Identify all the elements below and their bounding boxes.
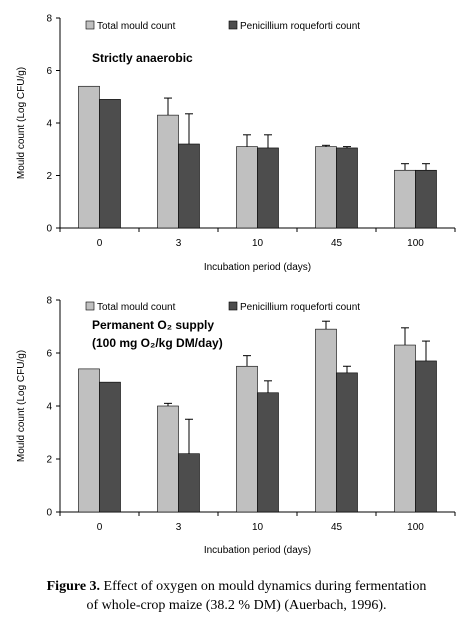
y-tick-label: 4 xyxy=(46,402,52,413)
x-tick-label: 45 xyxy=(331,238,343,249)
bar-total-mould xyxy=(157,114,179,229)
x-axis-title: Incubation period (days) xyxy=(204,545,311,556)
x-tick-label: 10 xyxy=(252,522,264,533)
y-tick-label: 2 xyxy=(46,455,52,466)
x-tick-label: 10 xyxy=(252,238,264,249)
bar-total-mould xyxy=(315,328,337,513)
chart-annotation: (100 mg O₂/kg DM/day) xyxy=(92,336,223,350)
y-tick-label: 6 xyxy=(46,349,52,360)
bar-total-mould xyxy=(78,85,100,229)
bar-penicillium xyxy=(99,99,121,229)
y-tick-label: 8 xyxy=(46,14,52,25)
x-tick-label: 3 xyxy=(176,522,182,533)
legend-label: Penicillium roqueforti count xyxy=(240,302,360,313)
caption-line-2: of whole-crop maize (38.2 % DM) (Auerbac… xyxy=(86,598,387,613)
legend-swatch xyxy=(228,301,238,311)
bar-total-mould xyxy=(157,405,179,513)
legend-label: Penicillium roqueforti count xyxy=(240,21,360,32)
bar-total-mould xyxy=(315,146,337,229)
bar-total-mould xyxy=(394,169,416,229)
legend-swatch xyxy=(85,20,95,30)
bar-penicillium xyxy=(178,143,200,229)
bar-penicillium xyxy=(178,453,200,513)
x-tick-label: 3 xyxy=(176,238,182,249)
bar-penicillium xyxy=(415,360,437,513)
caption-line-1: Figure 3. Effect of oxygen on mould dyna… xyxy=(0,577,473,596)
x-tick-label: 45 xyxy=(331,522,343,533)
bar-penicillium xyxy=(257,392,279,513)
caption-label: Figure 3. xyxy=(46,579,101,594)
x-tick-label: 100 xyxy=(407,522,424,533)
bar-penicillium xyxy=(257,147,279,229)
legend-label: Total mould count xyxy=(97,302,176,313)
legend-label: Total mould count xyxy=(97,21,176,32)
y-tick-label: 8 xyxy=(46,296,52,307)
y-tick-label: 0 xyxy=(46,508,52,519)
chart-annotation: Strictly anaerobic xyxy=(92,51,193,65)
y-tick-label: 6 xyxy=(46,66,52,77)
x-tick-label: 100 xyxy=(407,238,424,249)
y-tick-label: 4 xyxy=(46,119,52,130)
bar-total-mould xyxy=(394,344,416,513)
bar-penicillium xyxy=(336,372,358,513)
bar-penicillium xyxy=(415,169,437,229)
legend-swatch xyxy=(85,301,95,311)
x-tick-label: 0 xyxy=(97,238,103,249)
x-tick-label: 0 xyxy=(97,522,103,533)
bar-total-mould xyxy=(78,368,100,513)
bar-total-mould xyxy=(236,365,258,513)
y-axis-title: Mould count (Log CFU/g) xyxy=(16,350,27,462)
bar-total-mould xyxy=(236,146,258,229)
caption-text-1: Effect of oxygen on mould dynamics durin… xyxy=(100,579,427,594)
y-tick-label: 0 xyxy=(46,224,52,235)
bar-penicillium xyxy=(336,147,358,229)
figure-caption: Figure 3. Effect of oxygen on mould dyna… xyxy=(0,577,473,615)
legend-swatch xyxy=(228,20,238,30)
chart-annotation: Permanent O₂ supply xyxy=(92,318,214,332)
y-axis-title: Mould count (Log CFU/g) xyxy=(16,67,27,179)
bar-penicillium xyxy=(99,381,121,513)
x-axis-title: Incubation period (days) xyxy=(204,262,311,273)
y-tick-label: 2 xyxy=(46,171,52,182)
